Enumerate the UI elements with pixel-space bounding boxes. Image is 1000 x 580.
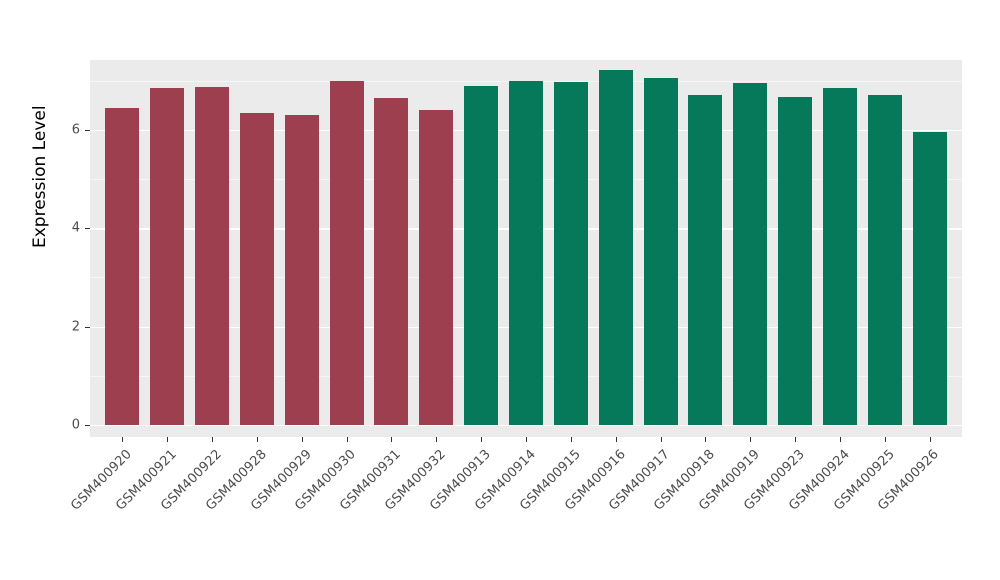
x-tick-mark <box>481 437 483 442</box>
y-tick-mark <box>85 129 90 131</box>
x-tick-mark <box>167 437 169 442</box>
y-tick-label: 0 <box>71 417 80 433</box>
bar-GSM400919 <box>733 83 768 425</box>
bar-GSM400920 <box>105 107 140 425</box>
gridline-major <box>90 425 962 427</box>
plot-panel <box>90 60 962 437</box>
x-tick-mark <box>122 437 124 442</box>
x-tick-mark <box>391 437 393 442</box>
x-tick-mark <box>750 437 752 442</box>
x-tick-mark <box>795 437 797 442</box>
x-tick-mark <box>615 437 617 442</box>
y-tick-label: 4 <box>71 220 80 236</box>
x-tick-mark <box>301 437 303 442</box>
y-tick-mark <box>85 228 90 230</box>
bar-GSM400916 <box>598 69 633 425</box>
x-tick-mark <box>526 437 527 442</box>
bar-GSM400918 <box>688 95 723 425</box>
y-tick-label: 6 <box>71 122 80 138</box>
y-tick-mark <box>85 326 90 328</box>
bar-GSM400914 <box>509 80 543 425</box>
bar-GSM400917 <box>643 78 678 425</box>
bar-GSM400924 <box>822 87 857 425</box>
x-tick-mark <box>436 437 438 442</box>
y-axis-title: Expression Level <box>30 105 50 248</box>
bar-GSM400915 <box>553 82 588 425</box>
bar-GSM400928 <box>239 112 274 425</box>
x-tick-mark <box>705 437 707 442</box>
y-tick-mark <box>85 425 90 426</box>
x-tick-mark <box>929 437 931 442</box>
x-tick-mark <box>884 437 886 442</box>
x-tick-mark <box>660 437 662 442</box>
bar-GSM400921 <box>150 87 185 425</box>
x-tick-mark <box>839 437 841 442</box>
bar-GSM400923 <box>778 96 813 425</box>
bar-GSM400913 <box>464 85 499 425</box>
x-tick-mark <box>256 437 258 442</box>
bar-GSM400926 <box>912 132 947 425</box>
bar-GSM400929 <box>284 115 319 425</box>
bar-GSM400930 <box>329 80 364 425</box>
bar-GSM400922 <box>195 86 230 425</box>
x-tick-mark <box>570 437 572 442</box>
x-tick-mark <box>212 437 214 442</box>
y-tick-label: 2 <box>71 319 80 335</box>
x-tick-mark <box>346 437 348 442</box>
bar-GSM400931 <box>374 97 409 425</box>
bar-GSM400925 <box>867 95 902 425</box>
bar-GSM400932 <box>419 110 454 425</box>
